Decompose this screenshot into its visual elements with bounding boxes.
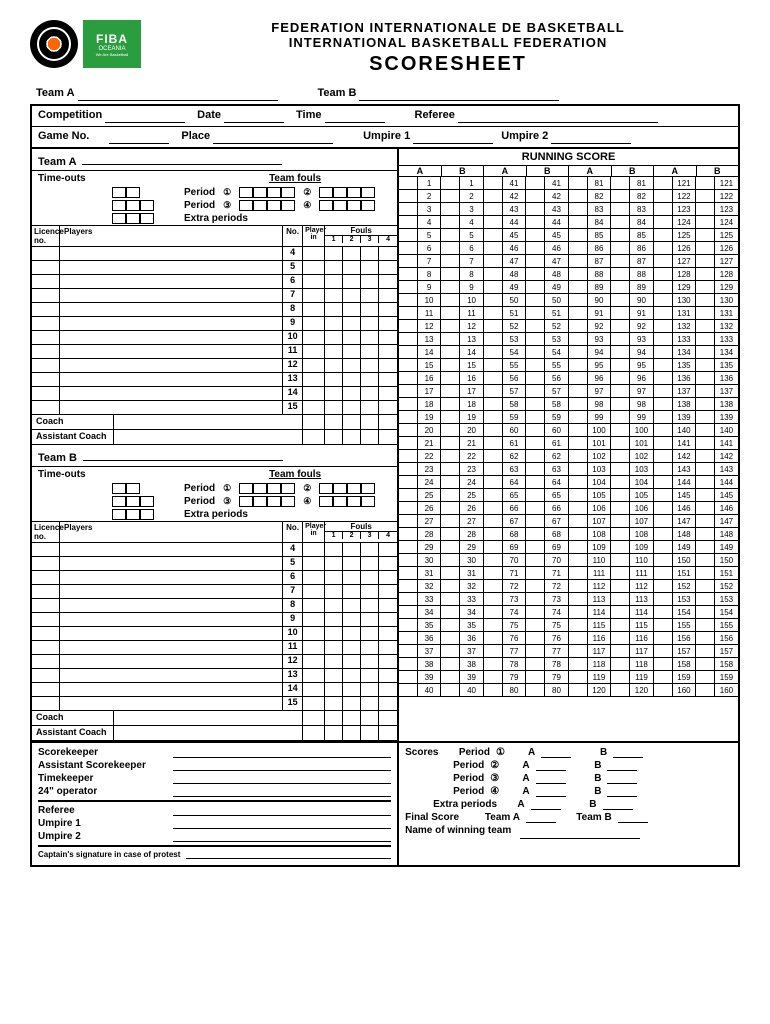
winning-team-label: Name of winning team [405,825,511,839]
logo-tagline: We Are Basketball [96,52,129,57]
bottom-right: Scores Period ① A B Period ② A B Period … [399,743,738,865]
gameno-input[interactable] [109,130,169,144]
scores-label: Scores [405,747,438,758]
team-a-label: Team A [36,87,75,101]
final-score-label: Final Score [405,812,459,823]
team-b-section: Team B Time-outsTeam foulsPeriod ① ② Per… [32,445,397,741]
umpire1-input[interactable] [413,130,493,144]
header: FIBA OCEANIA We Are Basketball FEDERATIO… [30,20,740,76]
gameno-label: Game No. [38,130,89,144]
team-a-section: Team A Time-outsTeam foulsPeriod ① ② Per… [32,149,397,445]
running-score-header: RUNNING SCORE [399,149,738,166]
scorekeeper-input[interactable] [173,747,391,758]
date-input[interactable] [224,109,284,123]
right-column: RUNNING SCORE ABABABAB 11414181811211212… [399,149,738,741]
asst-scorekeeper-label: Assistant Scorekeeper [38,760,173,771]
info-row-1: Competition Date Time Referee [32,106,738,127]
scorekeeper-label: Scorekeeper [38,747,173,758]
team-b-label: Team B [318,87,357,101]
fiba-oceania-logo: FIBA OCEANIA We Are Basketball [83,20,141,68]
info-row-2: Game No. Place Umpire 1 Umpire 2 [32,127,738,147]
timekeeper-input[interactable] [173,773,391,784]
running-score-ab-header: ABABABAB [399,166,738,177]
top-info-box: Competition Date Time Referee Game No. P… [30,104,740,147]
title-block: FEDERATION INTERNATIONALE DE BASKETBALL … [156,20,740,76]
umpire2-label: Umpire 2 [501,130,548,144]
header-line2: INTERNATIONAL BASKETBALL FEDERATION [156,35,740,50]
logo-group: FIBA OCEANIA We Are Basketball [30,20,141,68]
captain-sig-input[interactable] [186,850,391,859]
header-line1: FEDERATION INTERNATIONALE DE BASKETBALL [156,20,740,35]
main-grid: Team A Time-outsTeam foulsPeriod ① ② Per… [30,147,740,743]
captain-sig-label: Captain's signature in case of protest [38,850,180,859]
fiba-logo-icon [30,20,78,68]
umpire1-sig-label: Umpire 1 [38,818,173,829]
competition-input[interactable] [105,109,185,123]
logo-fiba-text: FIBA [96,32,128,46]
left-column: Team A Time-outsTeam foulsPeriod ① ② Per… [32,149,399,741]
timekeeper-label: Timekeeper [38,773,173,784]
umpire1-sig-input[interactable] [173,818,391,829]
teams-row: Team A Team B [30,84,740,104]
date-label: Date [197,109,221,123]
bottom-left: Scorekeeper Assistant Scorekeeper Timeke… [32,743,399,865]
referee-input[interactable] [458,109,658,123]
referee-sig-input[interactable] [173,805,391,816]
time-input[interactable] [325,109,385,123]
running-score-body: 1141418181121121224242828212212233434383… [399,177,738,697]
competition-label: Competition [38,109,102,123]
referee-sig-label: Referee [38,805,173,816]
place-input[interactable] [213,130,333,144]
asst-scorekeeper-input[interactable] [173,760,391,771]
umpire2-sig-label: Umpire 2 [38,831,173,842]
bottom-section: Scorekeeper Assistant Scorekeeper Timeke… [30,743,740,867]
operator24-label: 24" operator [38,786,173,797]
time-label: Time [296,109,321,123]
scoresheet-page: FIBA OCEANIA We Are Basketball FEDERATIO… [0,0,770,887]
referee-label: Referee [415,109,455,123]
team-a-input[interactable] [78,87,278,101]
main-title: SCORESHEET [156,53,740,76]
operator24-input[interactable] [173,786,391,797]
team-b-input[interactable] [359,87,559,101]
umpire2-sig-input[interactable] [173,831,391,842]
umpire2-input[interactable] [551,130,631,144]
umpire1-label: Umpire 1 [363,130,410,144]
place-label: Place [181,130,210,144]
